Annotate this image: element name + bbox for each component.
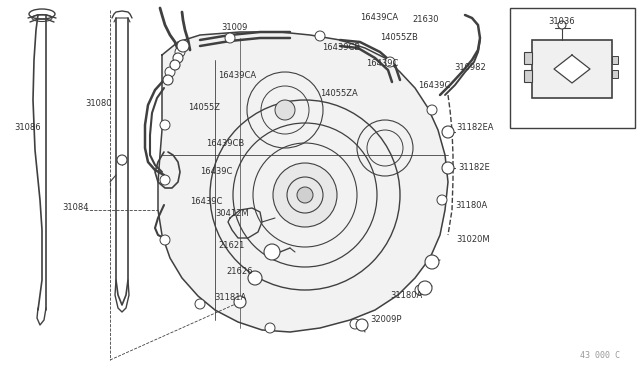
- Circle shape: [117, 155, 127, 165]
- Text: 31009: 31009: [221, 23, 248, 32]
- Text: 31036: 31036: [548, 17, 575, 26]
- Circle shape: [315, 31, 325, 41]
- Text: 31080: 31080: [85, 99, 111, 108]
- Text: 31180A: 31180A: [455, 202, 487, 211]
- Circle shape: [442, 162, 454, 174]
- Bar: [612, 56, 618, 64]
- Polygon shape: [554, 55, 590, 83]
- Text: 31181A: 31181A: [214, 294, 246, 302]
- Circle shape: [234, 296, 246, 308]
- Text: 14055Z: 14055Z: [188, 103, 220, 112]
- Text: 21630: 21630: [412, 16, 438, 25]
- Text: 14055ZA: 14055ZA: [320, 90, 358, 99]
- Circle shape: [442, 126, 454, 138]
- Circle shape: [248, 271, 262, 285]
- Circle shape: [427, 105, 437, 115]
- Text: 31180A: 31180A: [390, 292, 422, 301]
- Circle shape: [297, 187, 313, 203]
- Circle shape: [195, 299, 205, 309]
- Text: 30412M: 30412M: [215, 208, 248, 218]
- Text: 16439C: 16439C: [200, 167, 232, 176]
- Text: 16439CA: 16439CA: [218, 71, 256, 80]
- Bar: [612, 70, 618, 78]
- Bar: [524, 52, 532, 64]
- Bar: [524, 70, 532, 82]
- Circle shape: [170, 60, 180, 70]
- Text: 31182E: 31182E: [458, 163, 490, 171]
- Circle shape: [425, 255, 439, 269]
- Circle shape: [225, 33, 235, 43]
- Text: 43 000 C: 43 000 C: [580, 351, 620, 360]
- Text: 16439CB: 16439CB: [206, 138, 244, 148]
- Circle shape: [558, 21, 566, 29]
- Text: 16439C: 16439C: [366, 58, 398, 67]
- Circle shape: [264, 244, 280, 260]
- Text: 31084: 31084: [62, 203, 88, 212]
- Text: 32009P: 32009P: [370, 315, 401, 324]
- Circle shape: [163, 75, 173, 85]
- Circle shape: [350, 319, 360, 329]
- Text: 16439CA: 16439CA: [360, 13, 398, 22]
- Text: 16439C: 16439C: [418, 80, 451, 90]
- Circle shape: [177, 40, 189, 52]
- Circle shape: [160, 235, 170, 245]
- Text: 16439C: 16439C: [190, 198, 222, 206]
- Circle shape: [356, 319, 368, 331]
- Circle shape: [273, 163, 337, 227]
- Circle shape: [165, 67, 175, 77]
- Text: 16439CB: 16439CB: [322, 42, 360, 51]
- Circle shape: [418, 281, 432, 295]
- Text: 31086: 31086: [14, 124, 40, 132]
- Circle shape: [385, 57, 395, 67]
- Text: 310982: 310982: [454, 64, 486, 73]
- Circle shape: [437, 195, 447, 205]
- Circle shape: [415, 285, 425, 295]
- Text: 31182EA: 31182EA: [456, 124, 493, 132]
- Polygon shape: [158, 32, 448, 332]
- Text: 14055ZB: 14055ZB: [380, 33, 418, 42]
- Circle shape: [173, 53, 183, 63]
- Circle shape: [275, 100, 295, 120]
- Circle shape: [175, 47, 185, 57]
- Text: 31020M: 31020M: [456, 235, 490, 244]
- Bar: [510, 8, 635, 128]
- Text: 21621: 21621: [218, 241, 244, 250]
- Circle shape: [265, 323, 275, 333]
- Bar: [532, 40, 612, 98]
- Circle shape: [160, 175, 170, 185]
- Circle shape: [160, 120, 170, 130]
- Text: 21626: 21626: [226, 267, 253, 276]
